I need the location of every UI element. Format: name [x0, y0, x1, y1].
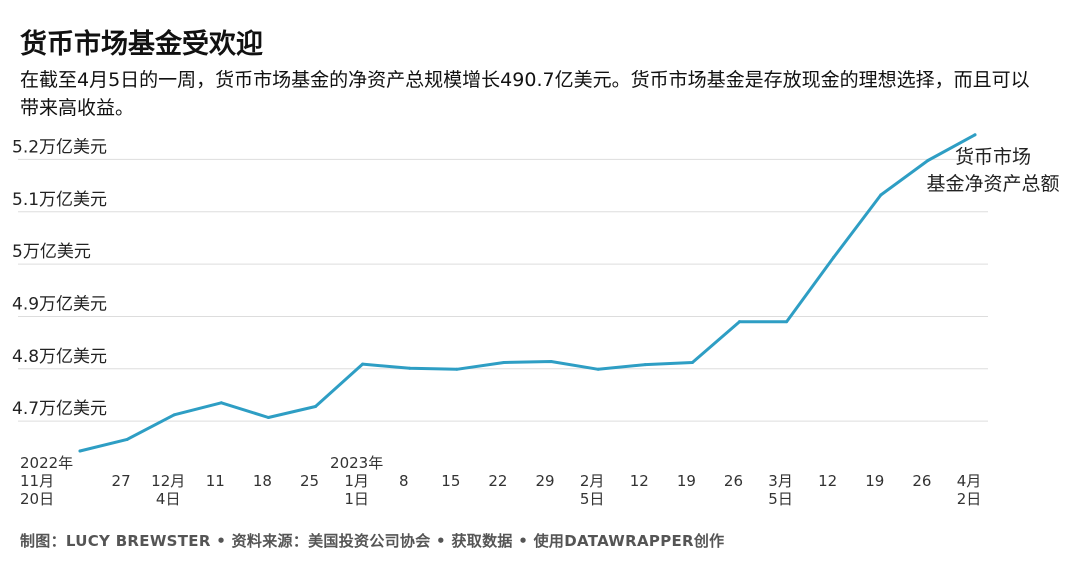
- x-tick-label: 4日: [156, 490, 181, 508]
- data-point: [502, 361, 506, 364]
- x-tick-label: 1月: [344, 472, 369, 490]
- data-point: [832, 255, 836, 259]
- data-point: [549, 359, 553, 363]
- series-label: 货币市场: [955, 146, 1031, 168]
- y-tick-label: 4.7万亿美元: [12, 399, 107, 419]
- x-tick-label: 19: [677, 472, 696, 490]
- data-point: [785, 320, 789, 324]
- y-tick-label: 4.9万亿美元: [12, 294, 107, 314]
- data-point: [879, 193, 883, 197]
- x-tick-label: 5日: [768, 490, 793, 508]
- x-tick-label: 19: [865, 472, 884, 490]
- data-point: [219, 401, 223, 405]
- x-tick-label: 1日: [344, 490, 369, 508]
- x-tick-label: 2023年: [330, 454, 383, 472]
- x-tick-label: 22: [488, 472, 507, 490]
- x-tick-label: 11月: [20, 472, 54, 490]
- y-tick-label: 5.1万亿美元: [12, 190, 107, 210]
- x-tick-label: 5日: [580, 490, 605, 508]
- x-tick-label: 12: [818, 472, 837, 490]
- x-tick-label: 11: [206, 472, 225, 490]
- data-point: [455, 367, 459, 371]
- data-point: [361, 362, 365, 366]
- chart-description: 在截至4月5日的一周，货币市场基金的净资产总规模增长490.7亿美元。货币市场基…: [20, 69, 1030, 119]
- series-label: 基金净资产总额: [926, 173, 1059, 195]
- y-tick-label: 5万亿美元: [12, 242, 91, 262]
- data-point: [408, 366, 412, 370]
- x-tick-label: 2日: [957, 490, 982, 508]
- chart-footer: 制图：LUCY BREWSTER • 资料来源：美国投资公司协会 • 获取数据 …: [20, 532, 725, 550]
- series-line: [78, 133, 977, 453]
- x-tick-label: 20日: [20, 490, 54, 508]
- x-tick-label: 2022年: [20, 454, 73, 472]
- data-point: [266, 415, 270, 419]
- data-point: [172, 413, 176, 417]
- data-point: [643, 363, 647, 367]
- data-point: [314, 404, 318, 408]
- x-tick-label: 12月: [151, 472, 185, 490]
- y-tick-label: 5.2万亿美元: [12, 137, 107, 157]
- x-tick-label: 12: [630, 472, 649, 490]
- y-axis-labels: 4.7万亿美元 4.8万亿美元 4.9万亿美元 5万亿美元 5.1万亿美元 5.2万亿美元: [12, 137, 107, 419]
- x-tick-label: 26: [724, 472, 743, 490]
- data-point: [973, 133, 977, 137]
- y-tick-label: 4.8万亿美元: [12, 347, 107, 367]
- chart-title: 货币市场基金受欢迎: [20, 29, 263, 60]
- gridlines: [18, 158, 988, 422]
- data-point: [78, 449, 82, 453]
- data-point: [926, 158, 930, 162]
- x-tick-label: 8: [399, 472, 409, 490]
- x-tick-label: 2月: [580, 472, 605, 490]
- x-tick-label: 4月: [957, 472, 982, 490]
- data-point: [690, 361, 694, 364]
- x-tick-label: 18: [253, 472, 272, 490]
- x-tick-label: 29: [536, 472, 555, 490]
- x-tick-label: 27: [112, 472, 131, 490]
- x-tick-label: 26: [912, 472, 931, 490]
- data-point: [125, 437, 129, 441]
- x-tick-label: 3月: [768, 472, 793, 490]
- data-point: [596, 367, 600, 371]
- data-point: [737, 320, 741, 324]
- x-tick-label: 25: [300, 472, 319, 490]
- x-tick-label: 15: [441, 472, 460, 490]
- series-lines: [78, 133, 977, 453]
